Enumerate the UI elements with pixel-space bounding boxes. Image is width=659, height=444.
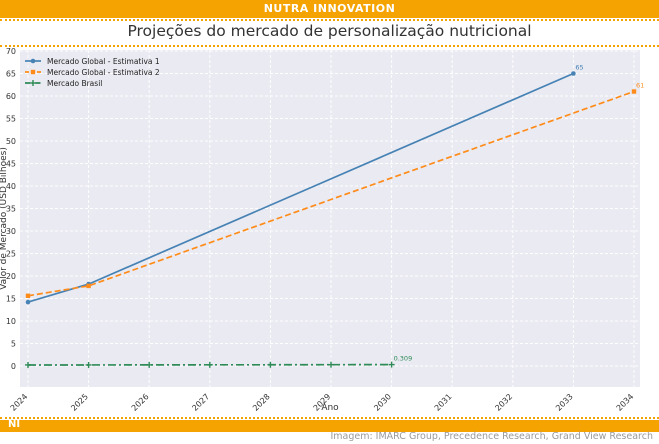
x-tick-label: 2031 — [433, 392, 454, 413]
data-point — [571, 71, 576, 76]
y-tick-label: 40 — [6, 182, 16, 191]
x-tick-label: 2033 — [554, 392, 575, 413]
legend-entry: Mercado Global - Estimativa 1 — [47, 57, 160, 66]
footer-bar — [0, 420, 659, 432]
data-label: 0.309 — [394, 355, 413, 363]
y-tick-label: 10 — [6, 317, 16, 326]
y-axis-label: Valor de Mercado (USD Bilhões) — [0, 147, 9, 290]
plot-background — [20, 50, 640, 387]
chart-title: Projeções do mercado de personalização n… — [127, 22, 532, 40]
title-divider — [0, 45, 659, 47]
x-tick-label: 2025 — [69, 392, 90, 413]
x-tick-label: 2027 — [190, 392, 211, 413]
x-tick-label: 2024 — [9, 392, 30, 413]
data-point — [30, 69, 36, 75]
data-label: 65 — [575, 64, 583, 72]
y-tick-label: 25 — [6, 250, 16, 259]
y-tick-label: 30 — [6, 227, 16, 236]
x-tick-label: 2028 — [251, 392, 272, 413]
data-point — [30, 58, 36, 64]
x-tick-label: 2034 — [615, 392, 636, 413]
data-point — [86, 283, 91, 289]
x-axis-label: Ano — [321, 403, 339, 413]
data-label: 61 — [636, 82, 644, 90]
y-tick-label: 20 — [6, 272, 16, 281]
image-credit: Imagem: IMARC Group, Precedence Research… — [330, 431, 653, 442]
y-tick-label: 55 — [6, 115, 16, 124]
y-tick-label: 50 — [6, 137, 16, 146]
x-tick-label: 2030 — [372, 392, 393, 413]
data-point — [25, 299, 31, 305]
y-tick-label: 35 — [6, 205, 16, 214]
y-tick-label: 0 — [11, 362, 16, 371]
y-tick-label: 5 — [11, 340, 16, 349]
chart-area: 0 5 10 15 20 25 30 35 40 45 50 55 60 65 70 2024 2025 2026… — [0, 47, 659, 416]
data-point — [25, 293, 31, 298]
header-divider — [0, 19, 659, 21]
series-line — [27, 90, 635, 297]
legend-entry: Mercado Brasil — [47, 79, 102, 88]
legend-entry: Mercado Global - Estimativa 2 — [47, 68, 160, 77]
footer-divider — [0, 417, 659, 419]
y-tick-label: 60 — [6, 92, 16, 101]
ni-logo: NI — [8, 419, 21, 430]
data-point — [631, 89, 637, 94]
y-tick-label: 70 — [6, 48, 16, 56]
x-tick-label: 2032 — [493, 392, 514, 413]
brand-name: NUTRA INNOVATION — [263, 2, 396, 15]
x-tick-label: 2026 — [130, 392, 151, 413]
y-tick-label: 65 — [6, 70, 16, 79]
y-tick-label: 45 — [6, 160, 16, 169]
header-bar — [0, 0, 659, 18]
y-tick-label: 15 — [6, 295, 16, 304]
